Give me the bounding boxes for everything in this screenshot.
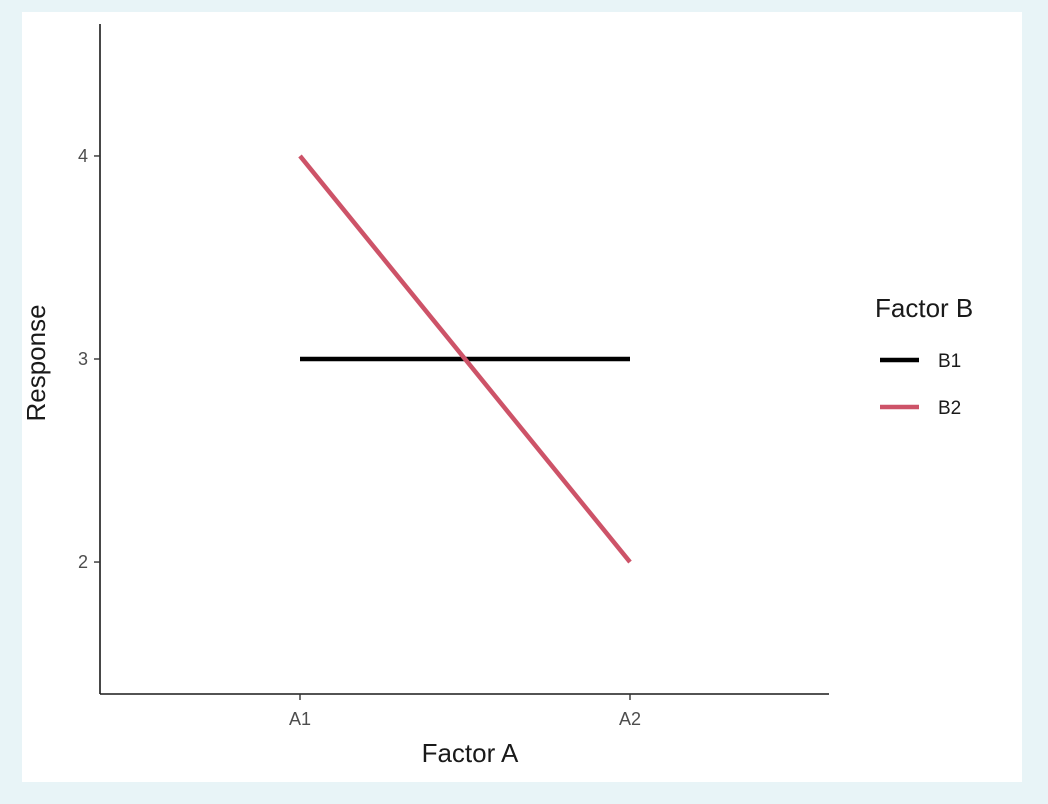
series-lines [298, 154, 632, 564]
y-axis-title: Response [22, 304, 51, 421]
series-line-b2 [298, 154, 632, 564]
x-tick-label: A2 [619, 709, 641, 729]
legend-title: Factor B [875, 293, 973, 323]
legend-items: B1 B2 [880, 351, 961, 419]
x-tick-label: A1 [289, 709, 311, 729]
legend-label-b1: B1 [938, 351, 961, 372]
legend: Factor B B1 B2 [875, 293, 973, 419]
legend-label-b2: B2 [938, 398, 961, 419]
y-tick-label: 4 [78, 146, 88, 166]
y-axis-ticks: 2 3 4 [78, 146, 100, 572]
x-axis-ticks: A1 A2 [289, 694, 641, 729]
y-tick-label: 3 [78, 349, 88, 369]
x-axis-title: Factor A [422, 738, 519, 768]
chart-panel: 2 3 4 A1 A2 Factor A Response Factor B B1 B2 [22, 12, 1022, 782]
y-tick-label: 2 [78, 552, 88, 572]
interaction-plot: 2 3 4 A1 A2 Factor A Response Factor B B1 B2 [22, 24, 973, 768]
